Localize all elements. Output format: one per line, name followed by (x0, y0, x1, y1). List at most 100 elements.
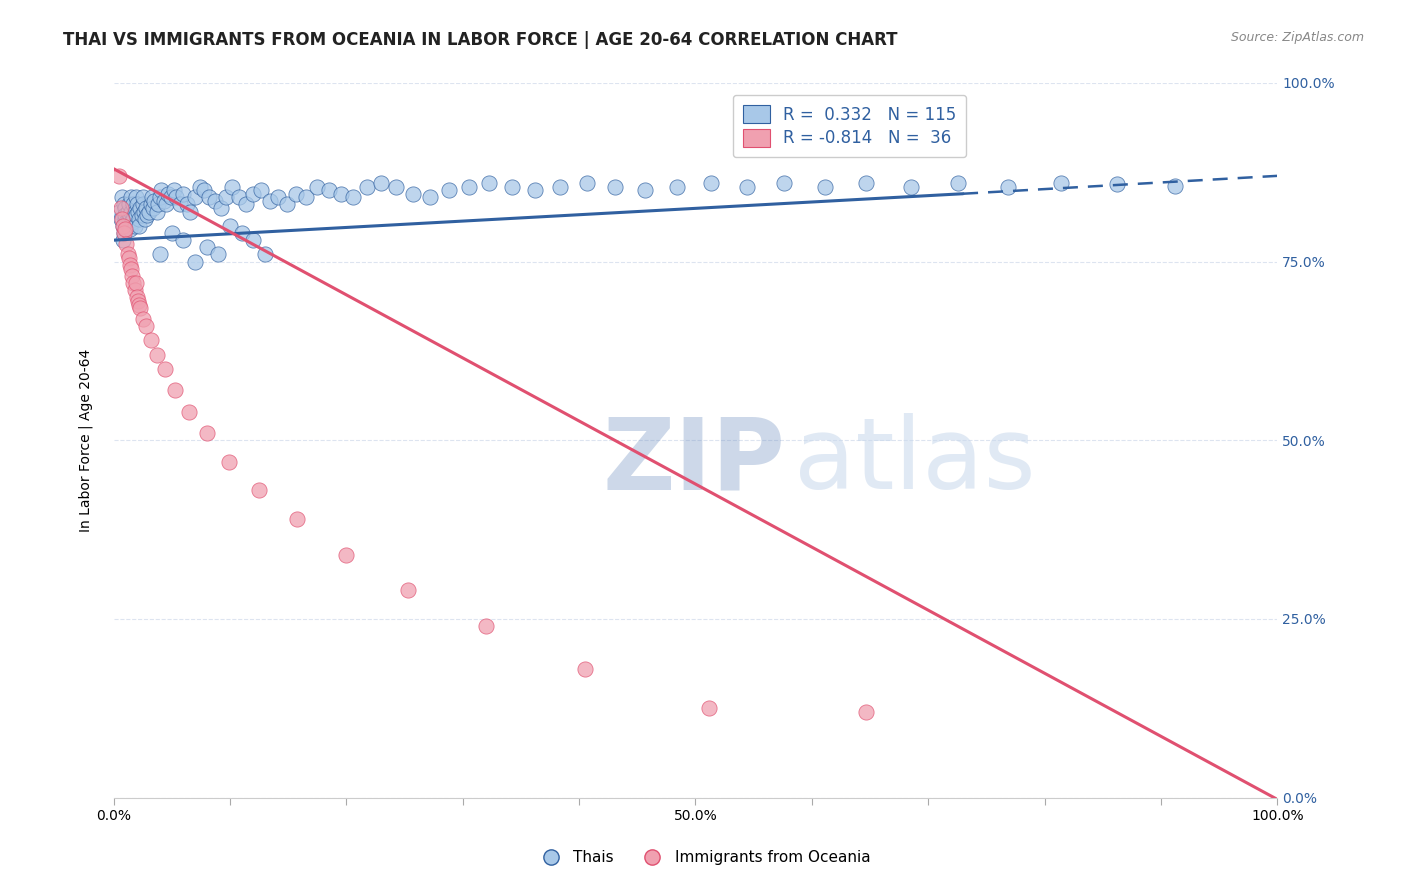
Point (242, 186, 264, 201)
Point (118, 258, 141, 272)
Point (112, 197, 135, 211)
Point (195, 426, 218, 441)
Point (250, 183, 273, 197)
Point (396, 583, 419, 598)
Point (165, 190, 187, 204)
Point (115, 215, 138, 229)
Point (118, 197, 141, 211)
Point (118, 208, 141, 222)
Point (209, 201, 232, 215)
Point (111, 219, 134, 233)
Point (478, 176, 501, 190)
Point (111, 190, 134, 204)
Point (114, 208, 136, 222)
Point (335, 548, 357, 562)
Point (550, 179, 572, 194)
Point (114, 211, 136, 226)
Point (1050, 176, 1073, 190)
Legend: Thais, Immigrants from Oceania: Thais, Immigrants from Oceania (529, 844, 877, 871)
Point (501, 179, 523, 194)
Point (402, 186, 425, 201)
Point (231, 226, 253, 240)
Point (117, 204, 139, 219)
Legend: R =  0.332   N = 115, R = -0.814   N =  36: R = 0.332 N = 115, R = -0.814 N = 36 (733, 95, 966, 157)
Point (215, 190, 238, 204)
Point (118, 211, 141, 226)
Point (574, 662, 596, 676)
Point (127, 293, 149, 308)
Point (111, 219, 134, 233)
Point (356, 179, 378, 194)
Point (169, 197, 191, 211)
Point (997, 179, 1019, 194)
Point (184, 190, 207, 204)
Point (813, 179, 835, 194)
Point (172, 233, 194, 247)
Point (163, 183, 186, 197)
Point (125, 290, 148, 304)
Point (145, 347, 167, 361)
Point (118, 222, 141, 236)
Point (235, 197, 257, 211)
Point (172, 186, 194, 201)
Point (294, 190, 316, 204)
Point (142, 201, 165, 215)
Point (131, 197, 153, 211)
Point (124, 204, 146, 219)
Point (259, 194, 281, 208)
Point (125, 276, 148, 290)
Text: THAI VS IMMIGRANTS FROM OCEANIA IN LABOR FORCE | AGE 20-64 CORRELATION CHART: THAI VS IMMIGRANTS FROM OCEANIA IN LABOR… (63, 31, 898, 49)
Point (475, 619, 498, 633)
Y-axis label: In Labor Force | Age 20-64: In Labor Force | Age 20-64 (79, 349, 93, 532)
Point (125, 190, 148, 204)
Point (150, 183, 173, 197)
Point (112, 226, 135, 240)
Point (131, 208, 153, 222)
Point (131, 311, 153, 326)
Point (900, 179, 922, 194)
Point (155, 197, 177, 211)
Point (457, 179, 479, 194)
Point (125, 197, 148, 211)
Point (146, 197, 169, 211)
Point (132, 204, 155, 219)
Point (124, 283, 146, 297)
Point (141, 190, 163, 204)
Point (128, 211, 150, 226)
Point (1105, 178, 1128, 192)
Point (699, 176, 721, 190)
Point (120, 204, 142, 219)
Point (121, 215, 143, 229)
Point (948, 176, 970, 190)
Point (135, 318, 157, 333)
Point (437, 183, 460, 197)
Point (266, 190, 288, 204)
Point (699, 701, 721, 715)
Point (117, 247, 139, 261)
Point (117, 219, 139, 233)
Point (195, 240, 218, 254)
Text: ZIP: ZIP (602, 413, 785, 510)
Point (153, 361, 176, 376)
Point (111, 233, 134, 247)
Point (152, 194, 174, 208)
Point (120, 261, 142, 276)
Point (165, 384, 187, 398)
Point (128, 219, 150, 233)
Point (219, 219, 242, 233)
Point (114, 222, 136, 236)
Point (129, 201, 152, 215)
Point (125, 208, 148, 222)
Point (193, 183, 215, 197)
Point (307, 179, 329, 194)
Point (110, 211, 132, 226)
Text: atlas: atlas (794, 413, 1036, 510)
Point (108, 169, 131, 183)
Point (218, 455, 240, 469)
Point (1164, 178, 1187, 193)
Point (342, 190, 364, 204)
Point (118, 251, 141, 265)
Point (136, 208, 159, 222)
Point (318, 183, 340, 197)
Point (329, 186, 352, 201)
